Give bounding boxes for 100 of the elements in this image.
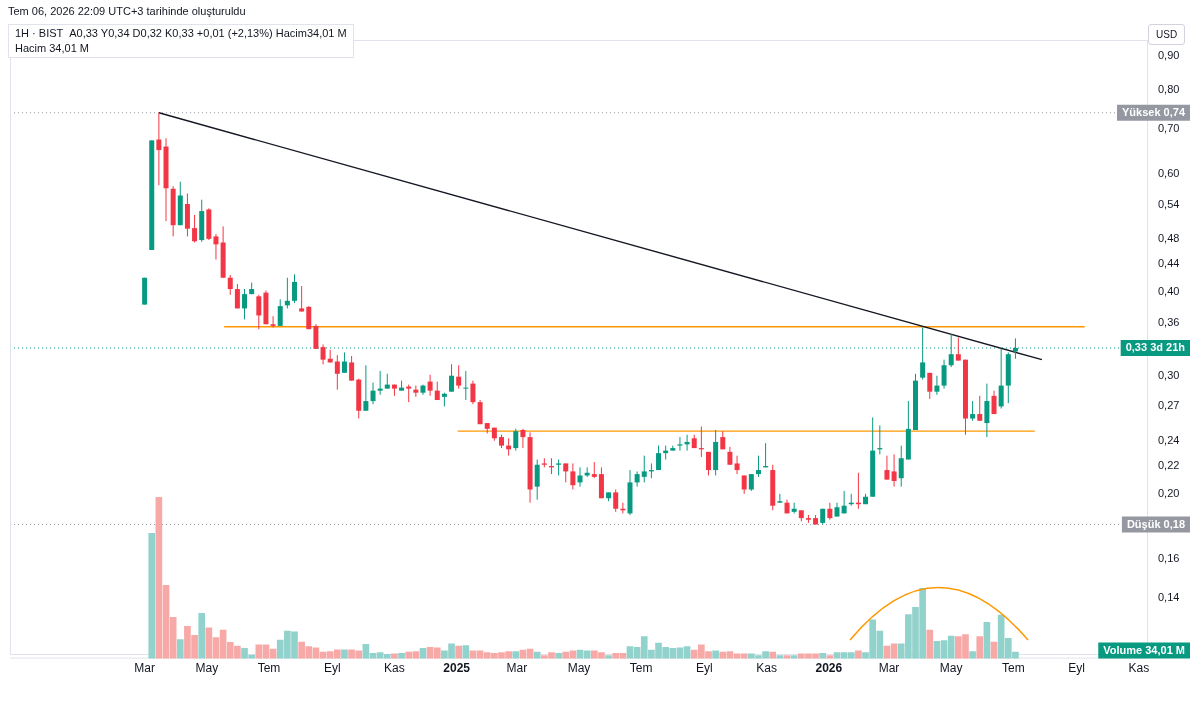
bar xyxy=(555,652,562,659)
candlestick xyxy=(898,445,904,488)
candlestick xyxy=(613,488,619,513)
bar xyxy=(398,652,405,659)
candlestick xyxy=(998,348,1004,410)
candlestick xyxy=(156,112,162,186)
x-tick-label: Kas xyxy=(384,661,405,676)
y-tick-label: 0,16 xyxy=(1158,551,1180,564)
x-tick-label: 2025 xyxy=(443,661,471,676)
y-tick-label: 0,60 xyxy=(1158,166,1180,179)
x-tick-label: Tem xyxy=(257,661,281,676)
candlestick xyxy=(755,455,761,478)
candlestick xyxy=(677,436,683,452)
x-tick-label: May xyxy=(939,661,963,676)
candlestick xyxy=(449,363,455,393)
candlestick xyxy=(299,285,305,313)
candlestick xyxy=(213,233,219,261)
candlestick xyxy=(920,327,926,381)
bar xyxy=(533,651,541,659)
y-tick-label: 0,90 xyxy=(1158,48,1180,61)
candlestick xyxy=(320,343,326,365)
bar xyxy=(148,533,156,659)
candlestick xyxy=(256,294,262,330)
x-tick-label: Kas xyxy=(1128,661,1150,676)
candlestick xyxy=(984,383,990,438)
y-tick-label: 0,22 xyxy=(1158,459,1180,472)
bar xyxy=(455,645,462,659)
ref-line-label: Düşük 0,18 xyxy=(1126,517,1186,530)
x-tick-label: Mar xyxy=(134,661,155,676)
annotation: Hacim 34,01 M xyxy=(15,42,89,54)
bar xyxy=(462,645,470,659)
ref-line-label: Yüksek 0,74 xyxy=(1122,105,1186,118)
candlestick xyxy=(577,466,583,488)
bar xyxy=(819,652,827,659)
candlestick xyxy=(656,445,662,471)
y-tick-label: 0,48 xyxy=(1158,231,1180,244)
candlestick xyxy=(292,273,297,304)
y-tick-label: 0,80 xyxy=(1158,83,1180,96)
x-tick-label: Tem xyxy=(1002,661,1025,676)
bar xyxy=(976,636,984,659)
bar xyxy=(341,649,348,659)
candlestick xyxy=(734,455,740,475)
bar xyxy=(391,653,398,659)
candlestick xyxy=(741,474,747,495)
candlestick xyxy=(634,470,640,488)
candlestick xyxy=(641,455,647,483)
bar xyxy=(512,651,520,659)
candlestick xyxy=(520,428,526,449)
candlestick xyxy=(777,493,783,504)
x-tick-label: May xyxy=(567,661,591,676)
bar xyxy=(198,613,206,659)
candlestick xyxy=(427,374,433,397)
chart-title: 1H · BIST xyxy=(15,27,64,39)
candlestick xyxy=(227,274,233,296)
y-tick-label: 0,36 xyxy=(1158,315,1180,328)
chart-subtitle: A0,33 Y0,34 D0,32 K0,33 +0,01 (+2,13%) Hacim34,01 M xyxy=(69,27,347,39)
candlestick xyxy=(363,364,369,412)
y-tick-label: 0,20 xyxy=(1158,486,1180,499)
candlestick xyxy=(463,370,469,401)
y-tick-label: 0,14 xyxy=(1158,590,1180,603)
x-tick-label: May xyxy=(195,661,219,676)
candlestick xyxy=(934,375,940,396)
candlestick xyxy=(456,364,462,390)
y-tick-label: 0,40 xyxy=(1158,284,1180,297)
candlestick xyxy=(941,359,947,390)
candlestick xyxy=(927,372,933,400)
candlestick xyxy=(570,462,576,490)
candlestick xyxy=(513,428,519,452)
ref-line-label: 0,33 3d 21h xyxy=(1125,341,1186,353)
candlestick xyxy=(192,214,198,243)
x-tick-label: Eyl xyxy=(323,661,341,676)
x-tick-label: Eyl xyxy=(696,661,713,676)
y-tick-label: 0,27 xyxy=(1158,399,1180,412)
bar xyxy=(605,655,612,659)
candlestick xyxy=(955,337,961,362)
candlestick xyxy=(341,351,347,374)
y-tick-label: 0,24 xyxy=(1158,433,1180,446)
candlestick xyxy=(470,380,476,405)
text: USD xyxy=(1148,24,1186,45)
candlestick xyxy=(370,382,376,405)
candlestick xyxy=(277,298,283,327)
y-tick-label: 0,54 xyxy=(1158,197,1180,210)
x-tick-label: Eyl xyxy=(1068,661,1085,676)
y-tick-label: 0,70 xyxy=(1158,121,1180,134)
bar xyxy=(926,629,934,659)
candlestick xyxy=(477,399,483,425)
candlestick xyxy=(534,459,540,501)
candlestick xyxy=(884,455,890,481)
candlestick xyxy=(270,315,276,329)
y-tick-label: 0,44 xyxy=(1158,257,1180,270)
x-tick-label: 2026 xyxy=(815,661,843,676)
y-tick-label: 0,30 xyxy=(1158,368,1180,381)
candlestick xyxy=(242,288,248,320)
text: Tem 06, 2026 22:09 UTC+3 tarihinde oluşturuldu xyxy=(8,5,246,17)
bar xyxy=(969,651,976,659)
candlestick xyxy=(891,453,897,488)
bar xyxy=(769,651,777,659)
candlestick xyxy=(563,462,569,483)
x-tick-label: Kas xyxy=(756,661,777,676)
candlestick xyxy=(349,355,355,382)
